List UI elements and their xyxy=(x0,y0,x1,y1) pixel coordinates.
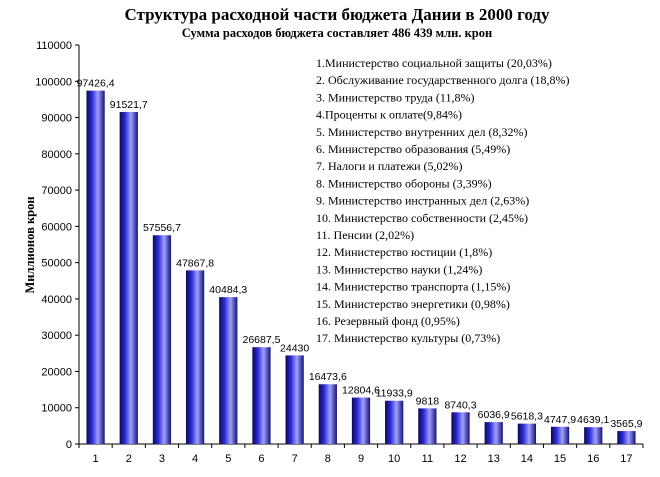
x-tick-label: 15 xyxy=(554,453,566,465)
legend-entry: 4.Проценты к оплате(9,84%) xyxy=(316,108,462,122)
bar xyxy=(550,426,570,444)
bar xyxy=(385,400,404,444)
bar xyxy=(219,297,238,444)
legend-entry: 11. Пенсии (2,02%) xyxy=(316,228,414,242)
y-tick-label: 0 xyxy=(66,439,72,451)
bars xyxy=(86,90,636,445)
chart-title: Структура расходной части бюджета Дании … xyxy=(124,5,550,24)
legend-entry: 6. Министерство образования (5,49%) xyxy=(316,142,510,156)
legend-entry: 17. Министерство культуры (0,73%) xyxy=(316,331,500,345)
legend-entry: 5. Министерство внутренних дел (8,32%) xyxy=(316,125,527,139)
legend-entry: 9. Министерство инстранных дел (2,63%) xyxy=(316,194,529,208)
data-label: 16473,6 xyxy=(309,371,347,383)
data-label: 91521,7 xyxy=(110,99,148,111)
x-tick-label: 10 xyxy=(388,453,400,465)
legend-entry: 16. Резервный фонд (0,95%) xyxy=(316,314,460,328)
data-label: 9818 xyxy=(416,395,440,407)
bar xyxy=(152,235,172,444)
data-label: 12804,6 xyxy=(342,385,380,397)
y-tick-label: 100000 xyxy=(35,76,72,88)
legend-entry: 15. Министерство энергетики (0,98%) xyxy=(316,297,510,311)
bar xyxy=(119,112,138,445)
data-label: 3565,9 xyxy=(610,418,642,430)
y-tick-label: 90000 xyxy=(41,113,72,125)
x-tick-label: 17 xyxy=(620,453,632,465)
x-tick-label: 9 xyxy=(358,453,364,465)
x-tick-label: 4 xyxy=(192,453,198,465)
data-label: 8740,3 xyxy=(444,399,476,411)
legend-entry: 1.Министерство социальной защиты (20,03%… xyxy=(316,56,552,70)
data-labels: 97426,4 91521,7 57556,7 47867,8 40484,3 26687… xyxy=(77,78,643,430)
legend-entry: 12. Министерство юстиции (1,8%) xyxy=(316,245,492,259)
bar xyxy=(584,427,603,444)
x-tick-label: 2 xyxy=(126,453,132,465)
x-tick-label: 16 xyxy=(587,453,599,465)
legend-entry: 10. Министерство собственности (2,45%) xyxy=(316,211,528,225)
y-tick-label: 60000 xyxy=(41,221,72,233)
legend-entry: 14. Министерство транспорта (1,15%) xyxy=(316,280,510,294)
bar xyxy=(318,384,337,444)
legend-entry: 3. Министерство труда (11,8%) xyxy=(316,90,474,104)
legend-entry: 8. Министерство обороны (3,39%) xyxy=(316,176,492,190)
data-label: 5618,3 xyxy=(511,411,543,423)
bar xyxy=(484,422,503,444)
y-axis-label: Миллионов крон xyxy=(23,196,37,293)
legend: 1.Министерство социальной защиты (20,03%… xyxy=(316,56,570,345)
bar xyxy=(185,270,205,444)
y-tick-label: 20000 xyxy=(41,366,72,378)
data-label: 4639,1 xyxy=(577,414,609,426)
y-tick-label: 80000 xyxy=(41,149,72,161)
bar xyxy=(617,431,636,444)
data-label: 97426,4 xyxy=(77,78,115,90)
legend-entry: 13. Министерство науки (1,24%) xyxy=(316,262,482,276)
bar xyxy=(351,397,371,444)
x-tick-label: 14 xyxy=(521,453,533,465)
bar xyxy=(86,90,105,444)
y-tick-label: 70000 xyxy=(41,185,72,197)
data-label: 40484,3 xyxy=(209,284,247,296)
data-label: 26687,5 xyxy=(242,334,280,346)
x-tick-label: 11 xyxy=(422,453,433,465)
y-axis: 0 10000 20000 30000 40000 50000 60000 70000 8000… xyxy=(35,40,80,451)
data-label: 57556,7 xyxy=(143,222,181,234)
data-label: 24430 xyxy=(280,342,309,354)
x-tick-label: 8 xyxy=(325,453,331,465)
legend-entry: 2. Обслуживание государственного долга (… xyxy=(316,73,570,87)
chart-subtitle: Сумма расходов бюджета составляет 486 43… xyxy=(182,26,492,40)
y-tick-label: 110000 xyxy=(36,40,72,52)
legend-entry: 7. Налоги и платежи (5,02%) xyxy=(316,159,463,173)
y-tick-label: 40000 xyxy=(41,294,72,306)
x-tick-label: 13 xyxy=(488,453,500,465)
bar xyxy=(252,347,271,444)
y-tick-label: 50000 xyxy=(41,258,72,270)
data-label: 11933,9 xyxy=(376,388,413,400)
data-label: 6036,9 xyxy=(478,409,510,421)
x-tick-label: 7 xyxy=(292,453,298,465)
data-label: 47867,8 xyxy=(176,257,214,269)
y-tick-label: 30000 xyxy=(41,330,72,342)
x-tick-label: 1 xyxy=(93,453,99,465)
x-tick-label: 3 xyxy=(159,453,165,465)
x-tick-label: 6 xyxy=(258,453,264,465)
x-axis: 1 2 3 4 5 6 7 8 9 10 11 12 13 14 15 16 17 xyxy=(78,443,644,465)
x-tick-label: 12 xyxy=(454,453,466,465)
bar xyxy=(451,412,470,444)
bar xyxy=(285,355,304,444)
x-tick-label: 5 xyxy=(225,453,231,465)
data-label: 4747,9 xyxy=(544,414,576,426)
bar xyxy=(517,423,537,444)
bar xyxy=(418,408,437,444)
y-tick-label: 10000 xyxy=(41,403,72,415)
